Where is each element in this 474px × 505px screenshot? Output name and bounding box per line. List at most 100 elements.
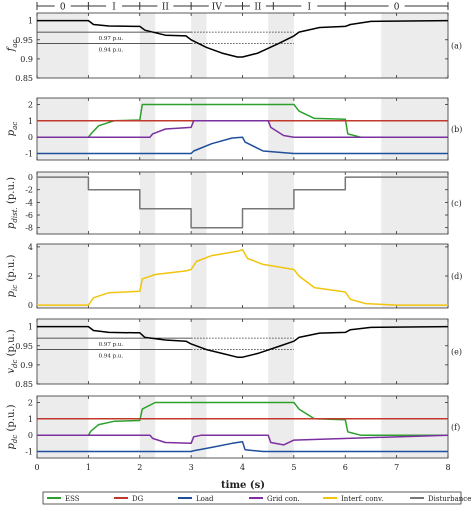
mode-label-bg-0 [54, 1, 71, 11]
panels: 1 0.95 0.9 0.85 0.97 p.u. 0.94 p.u. fac (a) 2 1 0 -… [6, 12, 462, 459]
series-5-3 [37, 440, 448, 453]
panel-tag-2: (c) [451, 199, 462, 208]
mode-label-4: II [254, 3, 262, 13]
panel-0: 1 0.95 0.9 0.85 0.97 p.u. 0.94 p.u. fac (a) [6, 12, 462, 83]
series-2-0 [37, 176, 448, 229]
series-5-0 [37, 401, 448, 436]
mode-label-6: 0 [394, 3, 400, 13]
series-3-0 [37, 249, 448, 306]
mode-label-1: I [112, 3, 116, 13]
legend: ESS DG Load Grid con. Interf. conv. Disturban… [42, 491, 471, 505]
ytick-label-1-1: 1 [28, 117, 33, 126]
legend-label-0: ESS [65, 495, 80, 503]
mode-shading [37, 13, 448, 458]
shade-1-4 [381, 98, 448, 160]
ytick-label-3-2: 0 [28, 301, 33, 310]
shade-1-2 [191, 98, 207, 160]
series-5-2 [37, 434, 449, 446]
ytick-label-5-0: 2 [28, 399, 33, 408]
mode-label-0: 0 [60, 3, 66, 13]
shade-0-0 [37, 13, 89, 78]
xtick-label-3: 3 [189, 463, 194, 472]
xtick-label-7: 7 [394, 463, 399, 472]
series-0-0 [37, 19, 449, 58]
ytick-label-1-3: -1 [25, 149, 33, 158]
shade-2-4 [381, 172, 448, 234]
shade-3-2 [191, 244, 207, 308]
shade-2-1 [139, 172, 156, 234]
ytick-label-2-1: -2 [25, 186, 33, 195]
shade-2-2 [191, 172, 207, 234]
series-4-0 [37, 325, 449, 358]
mode-label-2: II [162, 3, 170, 13]
panel-2: 0 -2 -4 -6 -8 pdist. (p.u.) (c) [6, 171, 462, 235]
xtick-label-4: 4 [240, 463, 245, 472]
shade-4-0 [37, 319, 89, 384]
ref-label-0-0: 0.97 p.u. [99, 36, 124, 42]
legend-label-3: Grid con. [267, 495, 300, 503]
shade-3-1 [139, 244, 156, 308]
ytick-label-2-3: -6 [25, 211, 33, 220]
mode-label-bg-1 [106, 1, 123, 11]
panel-5: 2 1 0 -1 pdc (p.u.) (f) [6, 395, 460, 459]
ytick-label-3-1: 2 [28, 272, 33, 281]
legend-label-1: DG [132, 495, 144, 503]
shade-5-3 [268, 396, 294, 458]
ytick-label-2-0: 0 [28, 173, 33, 182]
panel-1: 2 1 0 -1 pac (b) [6, 97, 462, 161]
mode-strip: 0 I II IV II I 0 [36, 1, 449, 13]
panel-3: 4 2 0 pic (p.u.) (d) [6, 243, 462, 310]
series-1-3 [37, 136, 448, 155]
mode-label-bg-6 [388, 1, 405, 11]
panel-tag-1: (b) [451, 125, 462, 134]
shade-2-0 [37, 172, 89, 234]
shade-0-4 [381, 13, 448, 78]
ytick-label-1-2: 0 [28, 133, 33, 142]
shade-5-4 [381, 396, 448, 458]
xtick-label-1: 1 [86, 463, 91, 472]
panel-tag-3: (d) [451, 272, 462, 281]
shade-3-0 [37, 244, 89, 308]
xtick-label-0: 0 [34, 463, 39, 472]
mode-label-bg-2 [157, 1, 174, 11]
mode-label-3: IV [212, 3, 223, 13]
series-1-0 [37, 103, 448, 138]
ytick-label-4-3: 0.85 [15, 380, 33, 389]
legend-label-2: Load [196, 495, 214, 503]
shade-0-2 [191, 13, 207, 78]
shade-5-0 [37, 396, 89, 458]
shade-4-3 [268, 319, 294, 384]
ytick-label-0-3: 0.85 [15, 74, 33, 83]
x-axis-label: time (s) [221, 480, 265, 491]
panel-tag-0: (a) [451, 42, 462, 51]
ylabel-2: pdist. (p.u.) [6, 177, 19, 229]
ytick-label-0-0: 1 [28, 17, 33, 26]
shade-3-3 [268, 244, 294, 308]
mode-label-5: I [308, 3, 312, 13]
mode-label-bg-5 [301, 1, 318, 11]
shade-4-2 [191, 319, 207, 384]
shade-4-1 [139, 319, 156, 384]
ytick-label-4-2: 0.9 [20, 361, 33, 370]
panel-tag-4: (e) [451, 348, 462, 357]
panel-tag-5: (f) [451, 423, 460, 432]
legend-label-5: Disturbance [428, 495, 471, 503]
ytick-label-2-4: -8 [25, 224, 33, 233]
ylabel-5: pdc (p.u.) [6, 404, 19, 449]
ytick-label-2-2: -4 [25, 198, 33, 207]
ref-label-4-0: 0.97 p.u. [99, 342, 124, 348]
ylabel-0: fac [6, 40, 19, 53]
shade-1-0 [37, 98, 89, 160]
ytick-label-5-1: 1 [28, 415, 33, 424]
ytick-label-0-2: 0.9 [20, 55, 33, 64]
xtick-label-6: 6 [343, 463, 348, 472]
ytick-label-1-0: 2 [28, 101, 33, 110]
ytick-label-5-3: -1 [25, 447, 33, 456]
ytick-label-4-1: 0.95 [15, 342, 33, 351]
ref-label-0-1: 0.94 p.u. [99, 48, 124, 54]
ytick-label-3-0: 4 [28, 243, 33, 252]
ylabel-1: pac [6, 122, 19, 137]
shade-3-4 [381, 244, 448, 308]
shade-2-3 [268, 172, 294, 234]
ylabel-4: vdc (p.u.) [6, 329, 19, 373]
